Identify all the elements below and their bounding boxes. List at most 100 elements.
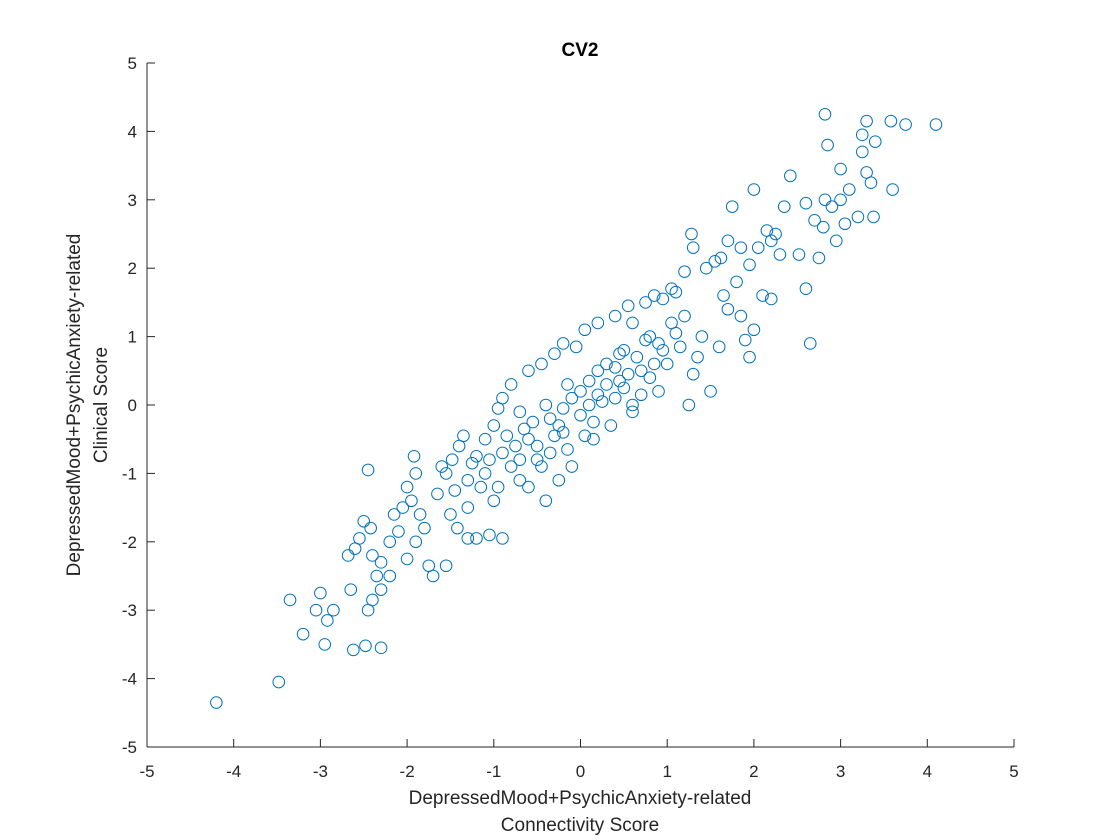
scatter-point (413, 508, 427, 521)
scatter-point (621, 367, 635, 381)
scatter-point (647, 289, 661, 302)
scatter-point (409, 467, 423, 480)
scatter-point (747, 183, 761, 196)
scatter-point (595, 395, 609, 408)
scatter-point (318, 638, 332, 651)
scatter-point (660, 357, 674, 371)
scatter-point (574, 408, 587, 422)
scatter-point (552, 419, 566, 432)
scatter-point (764, 292, 778, 306)
scatter-point (799, 196, 813, 210)
scatter-point (725, 200, 739, 213)
x-axis-label-line-1: DepressedMood+PsychicAnxiety-related (409, 788, 752, 809)
scatter-point (747, 323, 761, 337)
scatter-point (561, 378, 574, 391)
scatter-point (526, 415, 540, 429)
scatter-point (784, 169, 797, 183)
scatter-point (461, 473, 475, 487)
scatter-point (535, 357, 548, 371)
scatter-point (461, 501, 475, 514)
scatter-point (704, 385, 717, 398)
x-tick-label: -1 (486, 762, 501, 781)
scatter-point (764, 234, 778, 248)
scatter-point (522, 480, 535, 494)
scatter-point (513, 405, 527, 419)
x-axis-label-line-2: Connectivity Score (501, 815, 659, 836)
scatter-point (478, 467, 492, 480)
y-axis-label-line-1: DepressedMood+PsychicAnxiety-related (64, 234, 85, 577)
scatter-point (344, 583, 358, 596)
scatter-point (665, 282, 678, 296)
scatter-point (591, 316, 605, 330)
scatter-point (678, 309, 691, 323)
scatter-point (691, 350, 704, 364)
scatter-point (522, 364, 535, 378)
scatter-point (513, 473, 527, 487)
scatter-point (686, 241, 700, 254)
y-tick-label: 4 (128, 122, 137, 141)
scatter-point (868, 135, 882, 148)
scatter-point (799, 282, 813, 296)
scatter-point (860, 114, 873, 128)
scatter-point (834, 162, 847, 176)
scatter-point (530, 439, 544, 453)
scatter-point (539, 494, 553, 508)
scatter-point (359, 639, 372, 653)
scatter-point (347, 643, 360, 657)
scatter-point (574, 385, 587, 398)
scatter-point (639, 333, 652, 347)
scatter-point (738, 333, 752, 347)
y-tick-label: 2 (128, 259, 137, 278)
scatter-point (513, 453, 527, 467)
scatter-point (652, 385, 665, 398)
scatter-point (669, 285, 683, 299)
scatter-point (509, 439, 522, 453)
y-tick-label: -2 (122, 533, 137, 552)
x-tick-label: -2 (400, 762, 415, 781)
scatter-point (600, 378, 613, 391)
scatter-point (613, 347, 626, 361)
y-axis-label-line-2: Clinical Score (91, 347, 112, 463)
scatter-point (617, 381, 631, 395)
scatter-point (829, 234, 843, 248)
scatter-point (496, 446, 509, 460)
scatter-point (400, 480, 414, 494)
scatter-point (821, 138, 834, 152)
scatter-point (818, 193, 832, 207)
scatter-point (613, 374, 626, 388)
scatter-point (435, 460, 449, 473)
scatter-point (478, 432, 492, 446)
scatter-point (899, 118, 912, 131)
scatter-point (769, 227, 782, 241)
scatter-point (407, 450, 421, 463)
chart-title: CV2 (562, 40, 599, 61)
scatter-point (500, 429, 514, 443)
scatter-point (608, 361, 622, 374)
scatter-point (470, 450, 483, 463)
scatter-point (634, 388, 648, 402)
scatter-point (314, 586, 327, 600)
scatter-point (548, 347, 561, 361)
scatter-point (374, 641, 388, 655)
scatter-point (751, 241, 765, 254)
scatter-point (643, 371, 657, 384)
scatter-point (504, 460, 518, 473)
scatter-point (855, 145, 869, 159)
scatter-point (565, 391, 579, 405)
scatter-point (842, 183, 856, 196)
y-tick-label: -4 (122, 670, 137, 689)
scatter-point (604, 419, 618, 432)
scatter-point (543, 446, 557, 460)
x-tick-label: 2 (749, 762, 758, 781)
scatter-point (721, 302, 735, 316)
scatter-point (886, 183, 899, 196)
scatter-point (445, 453, 459, 467)
scatter-point (699, 261, 713, 275)
scatter-point (396, 501, 410, 514)
scatter-point (556, 337, 570, 350)
scatter-point (708, 255, 722, 268)
scatter-point (643, 330, 657, 343)
y-tick-label: 3 (128, 191, 137, 210)
scatter-point (665, 316, 678, 330)
scatter-point (309, 603, 323, 617)
